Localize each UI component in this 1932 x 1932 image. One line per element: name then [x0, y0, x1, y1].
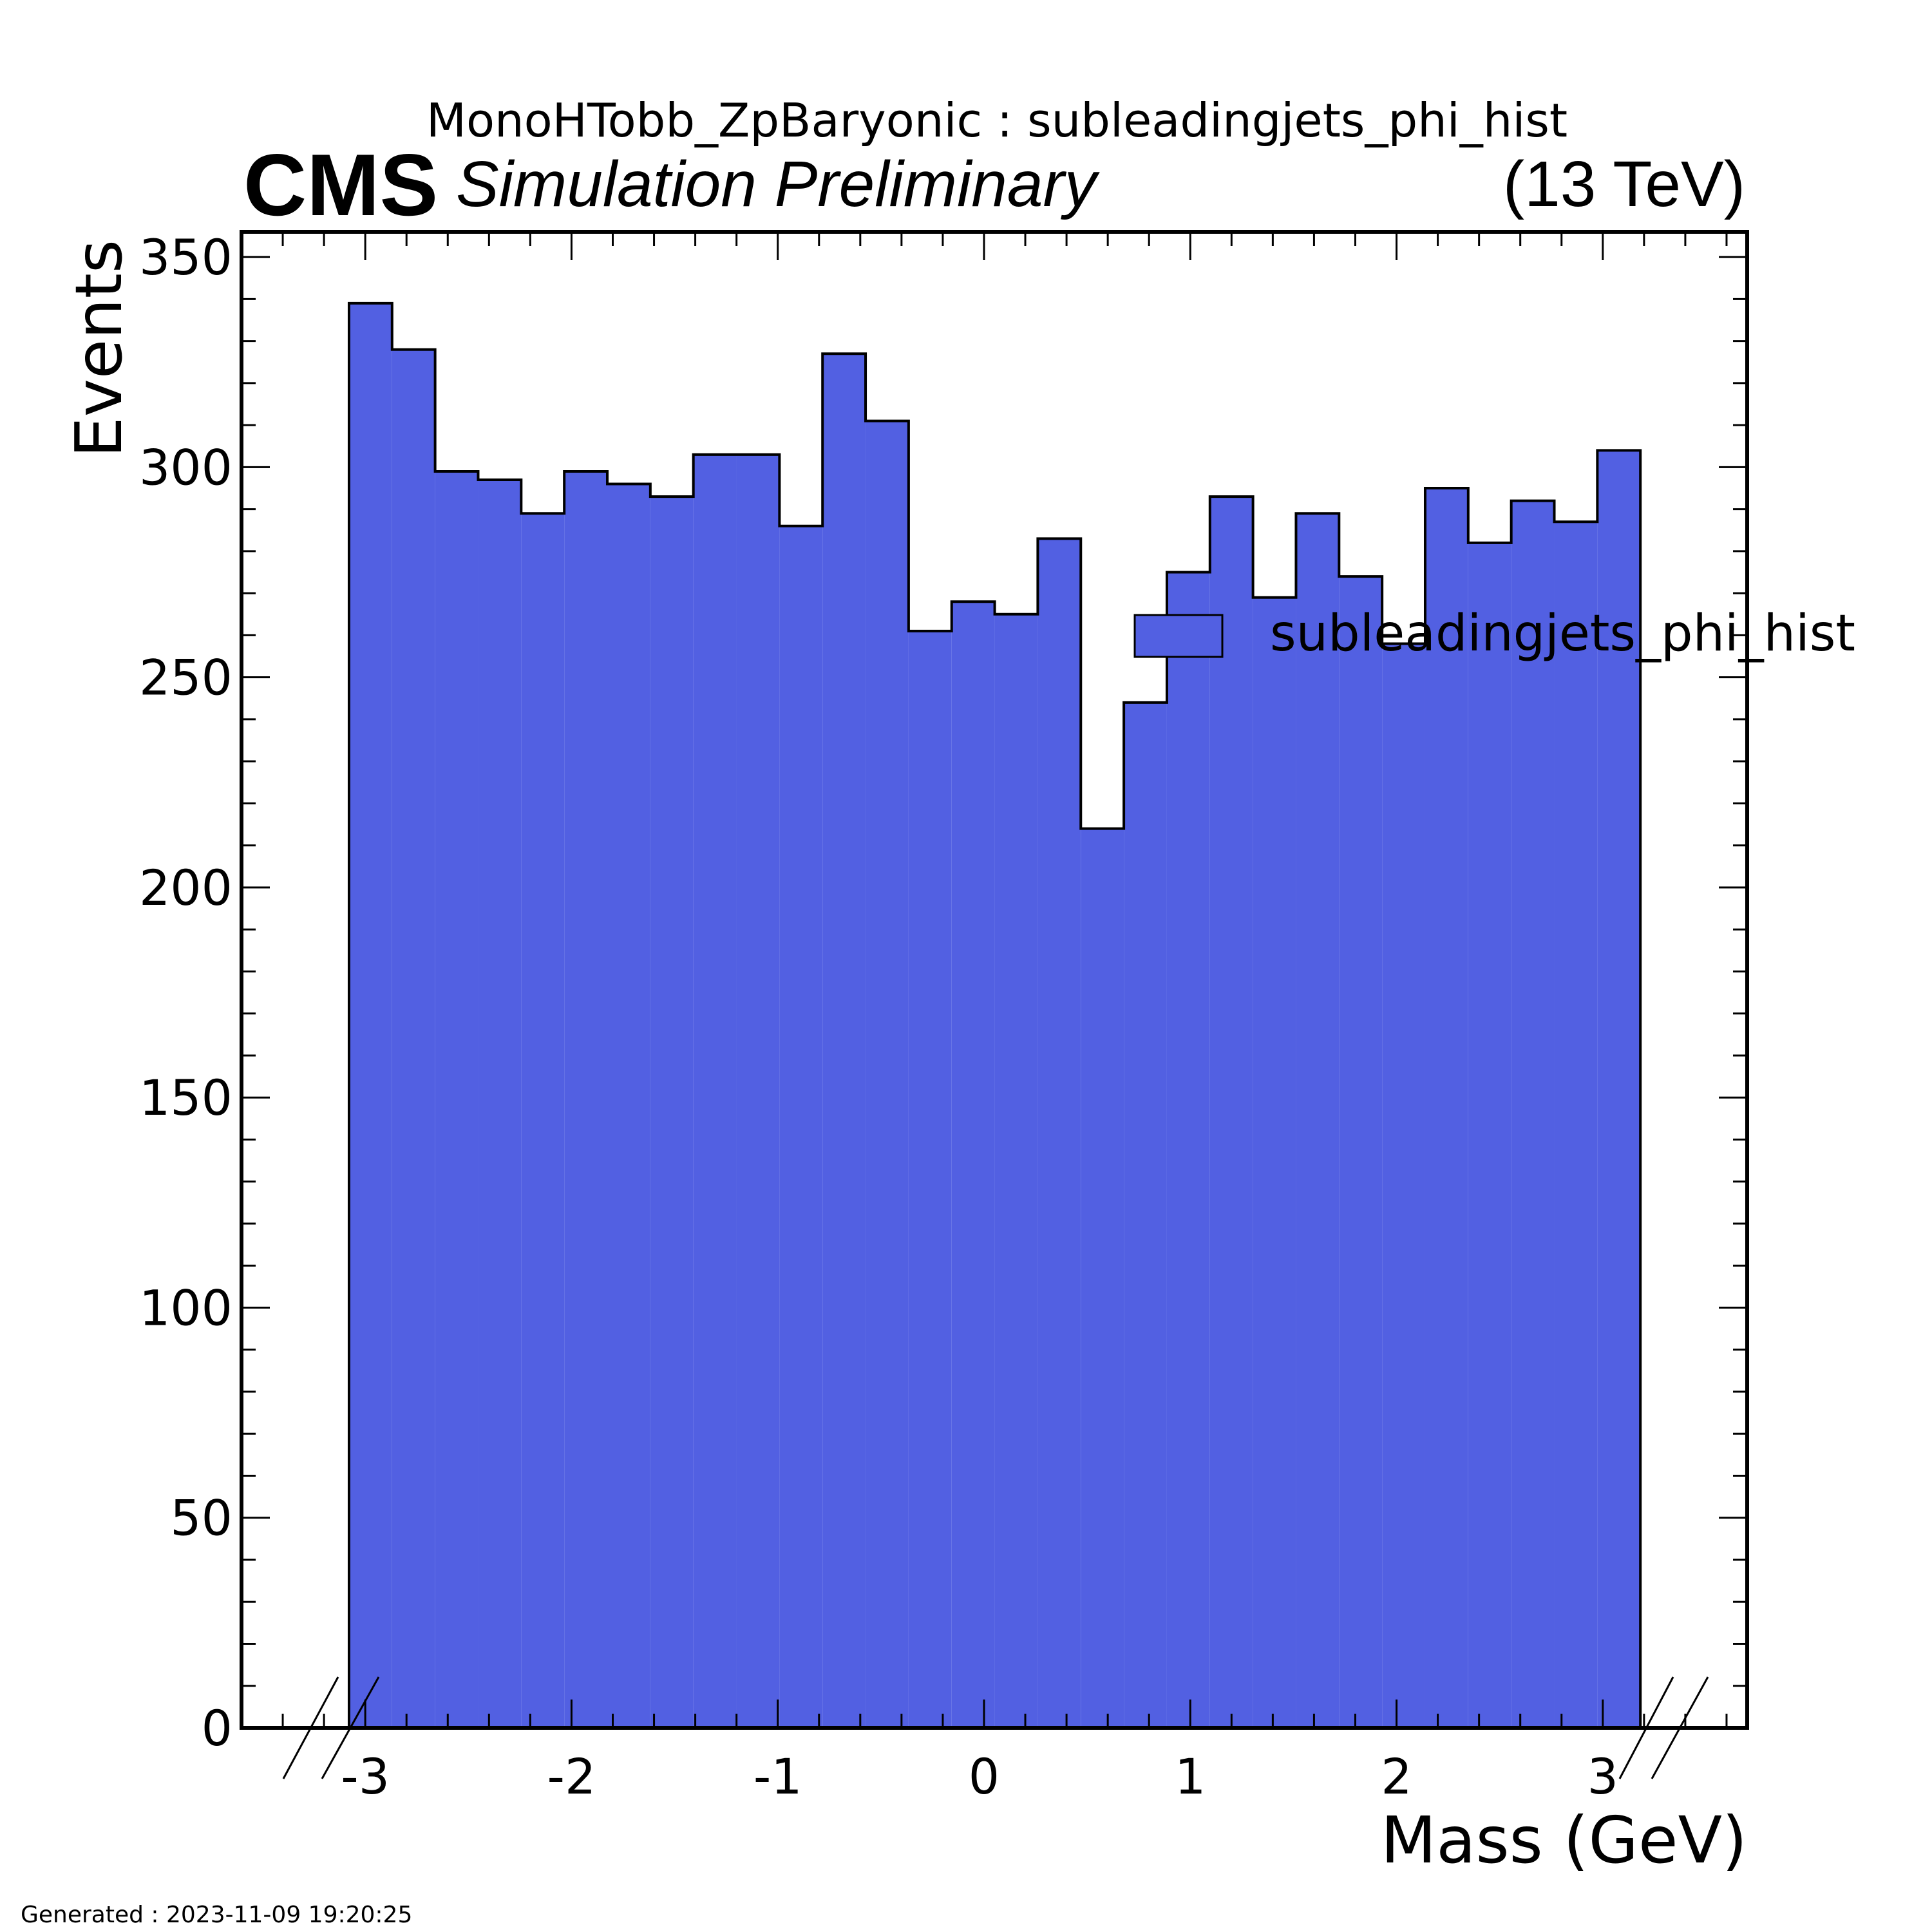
y-tick-label: 300 [139, 439, 232, 496]
histogram-bin [1597, 450, 1641, 1728]
histogram-bin [1511, 500, 1555, 1728]
histogram-bin [478, 479, 522, 1728]
x-tick-label: 2 [1381, 1748, 1412, 1805]
histogram-bin [348, 303, 392, 1728]
histogram-bin [1425, 488, 1468, 1728]
x-tick-label: -3 [341, 1748, 390, 1805]
histogram-outline [347, 301, 1642, 1728]
histogram-bin [951, 601, 995, 1728]
histogram-bin [1382, 643, 1425, 1728]
histogram-bin [1339, 576, 1383, 1728]
histogram-bin [1554, 522, 1598, 1728]
energy-label: (13 TeV) [1503, 148, 1745, 220]
y-tick-label: 100 [139, 1279, 232, 1336]
histogram-bin [1166, 572, 1210, 1728]
histogram-bin [435, 471, 478, 1728]
x-tick-label: 1 [1175, 1748, 1206, 1805]
histogram-bin [1253, 597, 1296, 1728]
histogram-bin [736, 454, 780, 1728]
y-tick-label: 250 [139, 649, 232, 706]
histogram-bin [822, 354, 866, 1728]
y-tick-label: 200 [139, 859, 232, 916]
histogram-bin [693, 454, 737, 1728]
x-tick-label: 3 [1587, 1748, 1618, 1805]
y-axis-label: Events [61, 240, 137, 458]
histogram-bin [908, 630, 952, 1728]
y-tick-label: 350 [139, 229, 232, 286]
histogram-bars [347, 301, 1642, 1728]
histogram-bin [521, 513, 565, 1728]
x-axis-ticks: -3 -2 -1 0 1 2 3 [240, 232, 1728, 1805]
y-axis-ticks: 0 50 100 150 200 250 300 350 [139, 229, 1747, 1757]
y-tick-label: 0 [202, 1700, 232, 1757]
histogram-bin [1468, 542, 1511, 1728]
histogram-bin [1037, 538, 1081, 1728]
histogram-bin [1209, 497, 1253, 1728]
x-axis-label: Mass (GeV) [1381, 1803, 1747, 1878]
histogram-bin [866, 421, 909, 1728]
histogram-bin [1296, 513, 1340, 1728]
legend: subleadingjets_phi_hist [1133, 605, 1855, 663]
histogram-bin [607, 484, 650, 1728]
generated-timestamp: Generated : 2023-11-09 19:20:25 [21, 1902, 412, 1928]
histogram-bin [1124, 702, 1167, 1728]
y-tick-label: 50 [170, 1490, 232, 1547]
plot-frame [240, 230, 1749, 1730]
x-tick-label: 0 [969, 1748, 999, 1805]
legend-swatch [1133, 614, 1224, 658]
legend-label: subleadingjets_phi_hist [1270, 605, 1855, 663]
histogram-bin [564, 471, 608, 1728]
x-tick-label: -2 [547, 1748, 596, 1805]
x-tick-label: -1 [753, 1748, 802, 1805]
simulation-preliminary-label: Simulation Preliminary [456, 148, 1101, 220]
cms-label: CMS [243, 136, 438, 234]
histogram-bin [650, 497, 694, 1728]
histogram-bin [392, 349, 435, 1728]
histogram-bin [994, 614, 1038, 1728]
chart-title: MonoHTobb_ZpBaryonic : subleadingjets_ph… [426, 93, 1567, 147]
histogram-bin [1081, 828, 1124, 1728]
histogram-bin [779, 526, 823, 1728]
y-tick-label: 150 [139, 1069, 232, 1126]
